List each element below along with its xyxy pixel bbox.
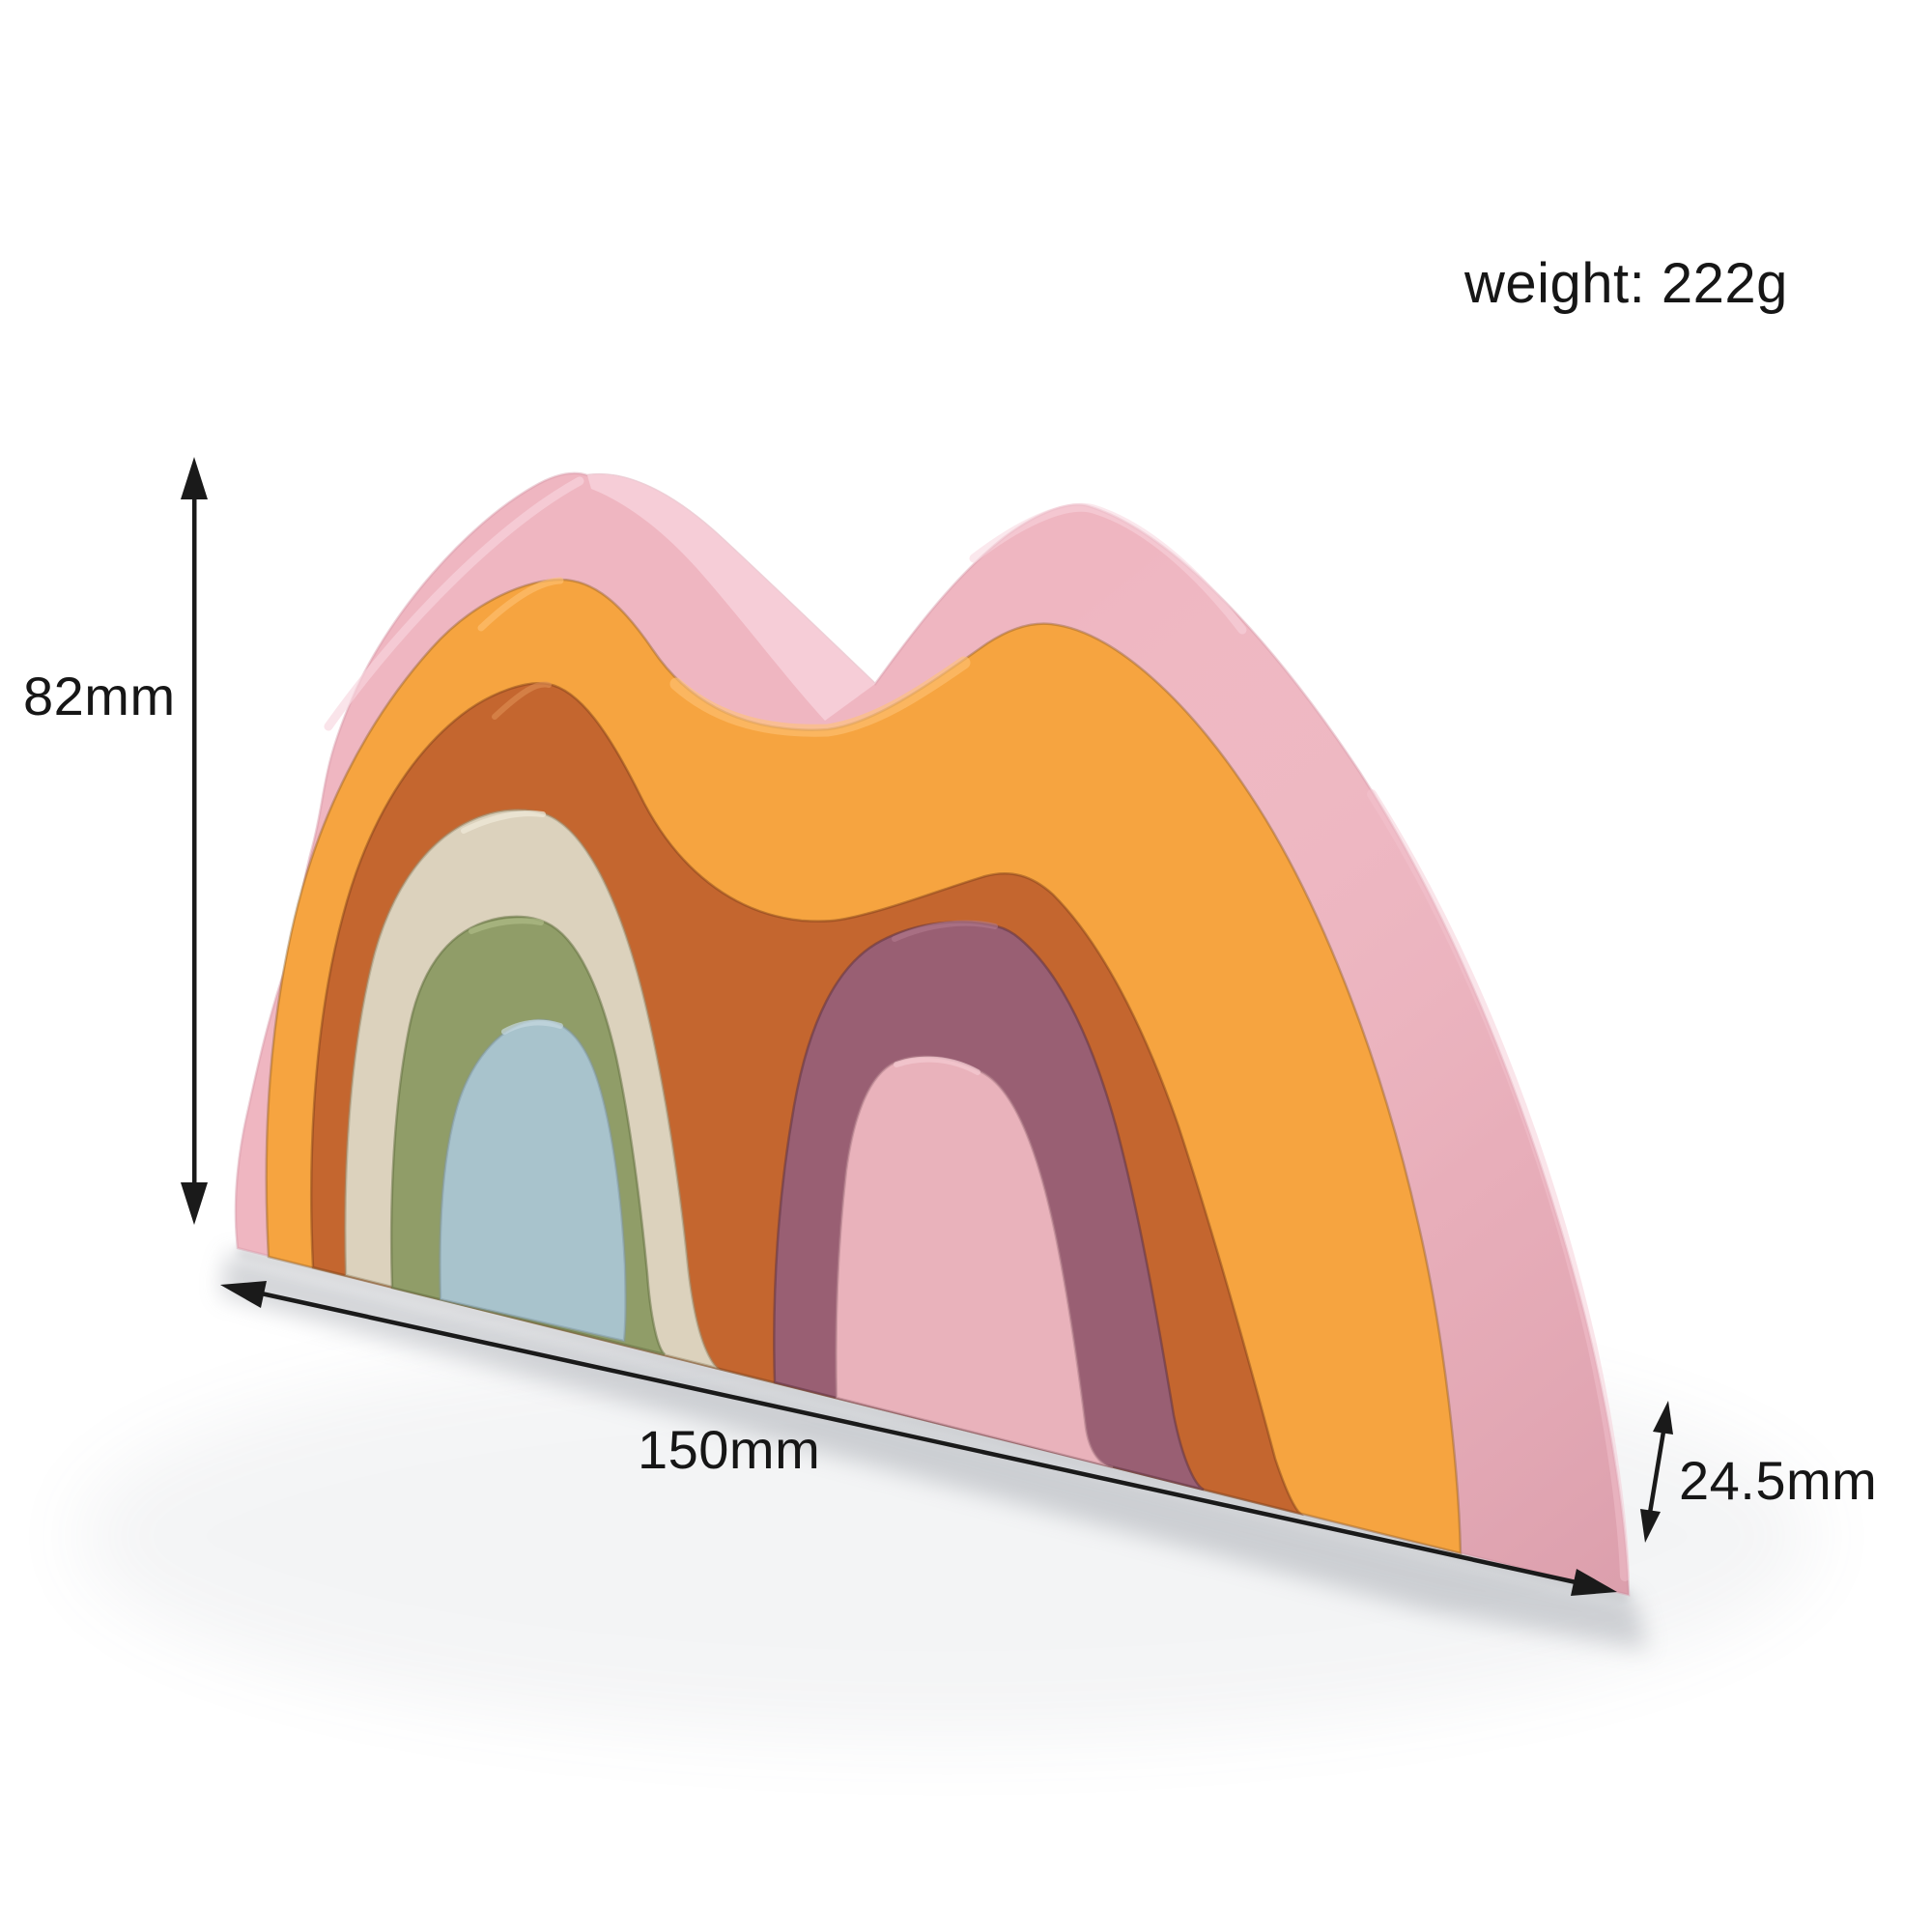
weight-label: weight: 222g <box>1464 252 1788 315</box>
cream-crest-highlight <box>461 810 546 834</box>
plum-crest-highlight <box>892 920 998 942</box>
layer-inner-pink <box>835 1055 1114 1469</box>
outer-pink-outer-rim-highlight <box>1367 789 1630 1581</box>
orange-left-crest-highlight <box>477 577 564 632</box>
outer-pink-valley-top-face <box>587 474 875 721</box>
green-crest-highlight <box>469 918 544 934</box>
base-contact-line-shadow <box>237 1247 1630 1601</box>
inner-pink-crest-highlight <box>894 1056 980 1075</box>
width-dimension-arrow <box>220 1281 1617 1596</box>
outer-pink-left-crest-highlight <box>324 476 584 731</box>
width-dimension-label: 150mm <box>638 1419 821 1480</box>
blue-crest-highlight <box>501 1019 563 1035</box>
floor-contact-shadow <box>220 1252 1648 1650</box>
depth-dimension-label: 24.5mm <box>1679 1450 1878 1511</box>
layer-blue <box>439 1018 627 1343</box>
height-dimension-label: 82mm <box>23 666 176 726</box>
depth-dimension-arrow <box>1640 1401 1673 1543</box>
orange-valley-top-face-highlight <box>669 656 971 737</box>
height-dimension-arrow <box>181 457 208 1225</box>
outer-pink-right-crest-highlight <box>969 502 1247 635</box>
rust-left-crest-highlight <box>492 681 552 720</box>
